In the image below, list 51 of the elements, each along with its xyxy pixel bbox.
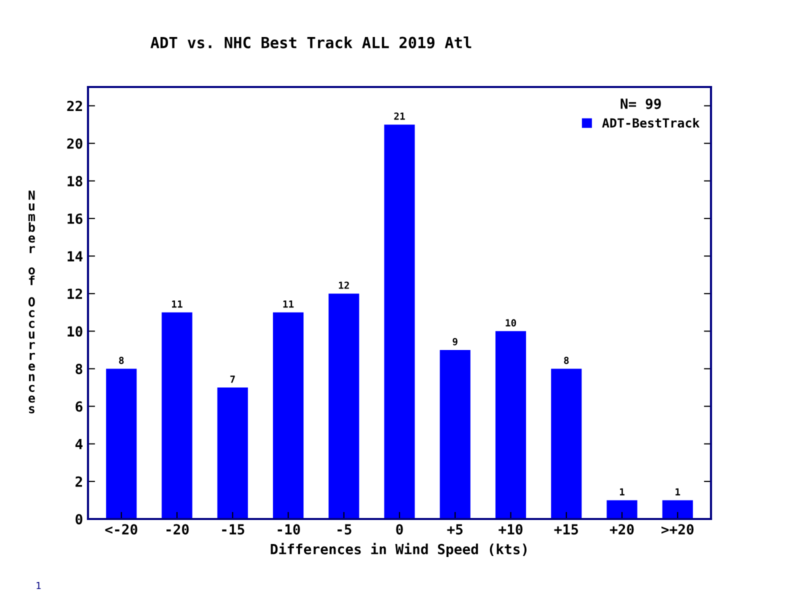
y-tick-label: 6: [76, 401, 82, 412]
y-tick-label: 20: [67, 138, 82, 149]
y-tick-label: 14: [68, 251, 83, 262]
y-tick-label: 10: [68, 326, 82, 337]
bar: [440, 350, 470, 519]
bar: [551, 368, 582, 519]
bar: [384, 124, 415, 519]
x-tick-label: +10: [498, 524, 522, 535]
y-tick-label: 22: [67, 100, 82, 112]
y-tick-label: 8: [76, 364, 82, 374]
data-label: 1: [620, 488, 624, 496]
y-tick-label: 12: [68, 288, 82, 299]
data-label: 1: [676, 488, 680, 496]
text: 1: [36, 582, 41, 590]
chart-title: ADT vs. NHC Best Track ALL 2019 Atl: [150, 36, 472, 48]
y-tick-label: 2: [76, 476, 82, 487]
bar: [606, 500, 638, 519]
y-tick-label: 0: [76, 514, 82, 524]
x-tick-label: +15: [554, 524, 578, 535]
x-tick-label: -10: [278, 524, 300, 535]
x-tick-label: -15: [222, 524, 244, 535]
bar: [217, 388, 248, 519]
bar: [495, 331, 526, 519]
data-label: 9: [452, 338, 458, 346]
text: Number of Occurrences: [28, 190, 35, 414]
x-tick-label: +20: [610, 524, 634, 535]
data-label: 12: [338, 282, 349, 289]
legend-label: ADT-BestTrack: [602, 118, 700, 128]
bar: [106, 368, 137, 519]
data-label: 8: [119, 356, 124, 364]
x-tick-label: <-20: [105, 524, 138, 535]
y-tick-label: 16: [68, 213, 82, 224]
legend-title: N= 99: [620, 98, 661, 110]
x-tick-label: >+20: [662, 524, 694, 535]
data-label: 10: [506, 319, 516, 327]
bar: [162, 312, 192, 519]
data-label: 21: [394, 112, 405, 120]
y-tick-label: 18: [68, 176, 82, 186]
x-axis-title: Differences in Wind Speed (kts): [270, 542, 527, 558]
x-tick-label: +5: [447, 524, 463, 535]
y-tick-label: 4: [75, 439, 83, 450]
data-label: 8: [564, 356, 569, 364]
x-tick-label: -20: [166, 524, 189, 535]
bar: [662, 500, 693, 519]
bar: [328, 294, 360, 519]
bar: [272, 312, 304, 519]
data-label: 11: [283, 300, 294, 308]
data-label: 7: [230, 376, 235, 383]
x-tick-label: -5: [338, 524, 352, 535]
x-tick-label: 0: [396, 524, 403, 535]
data-label: 11: [172, 300, 182, 308]
